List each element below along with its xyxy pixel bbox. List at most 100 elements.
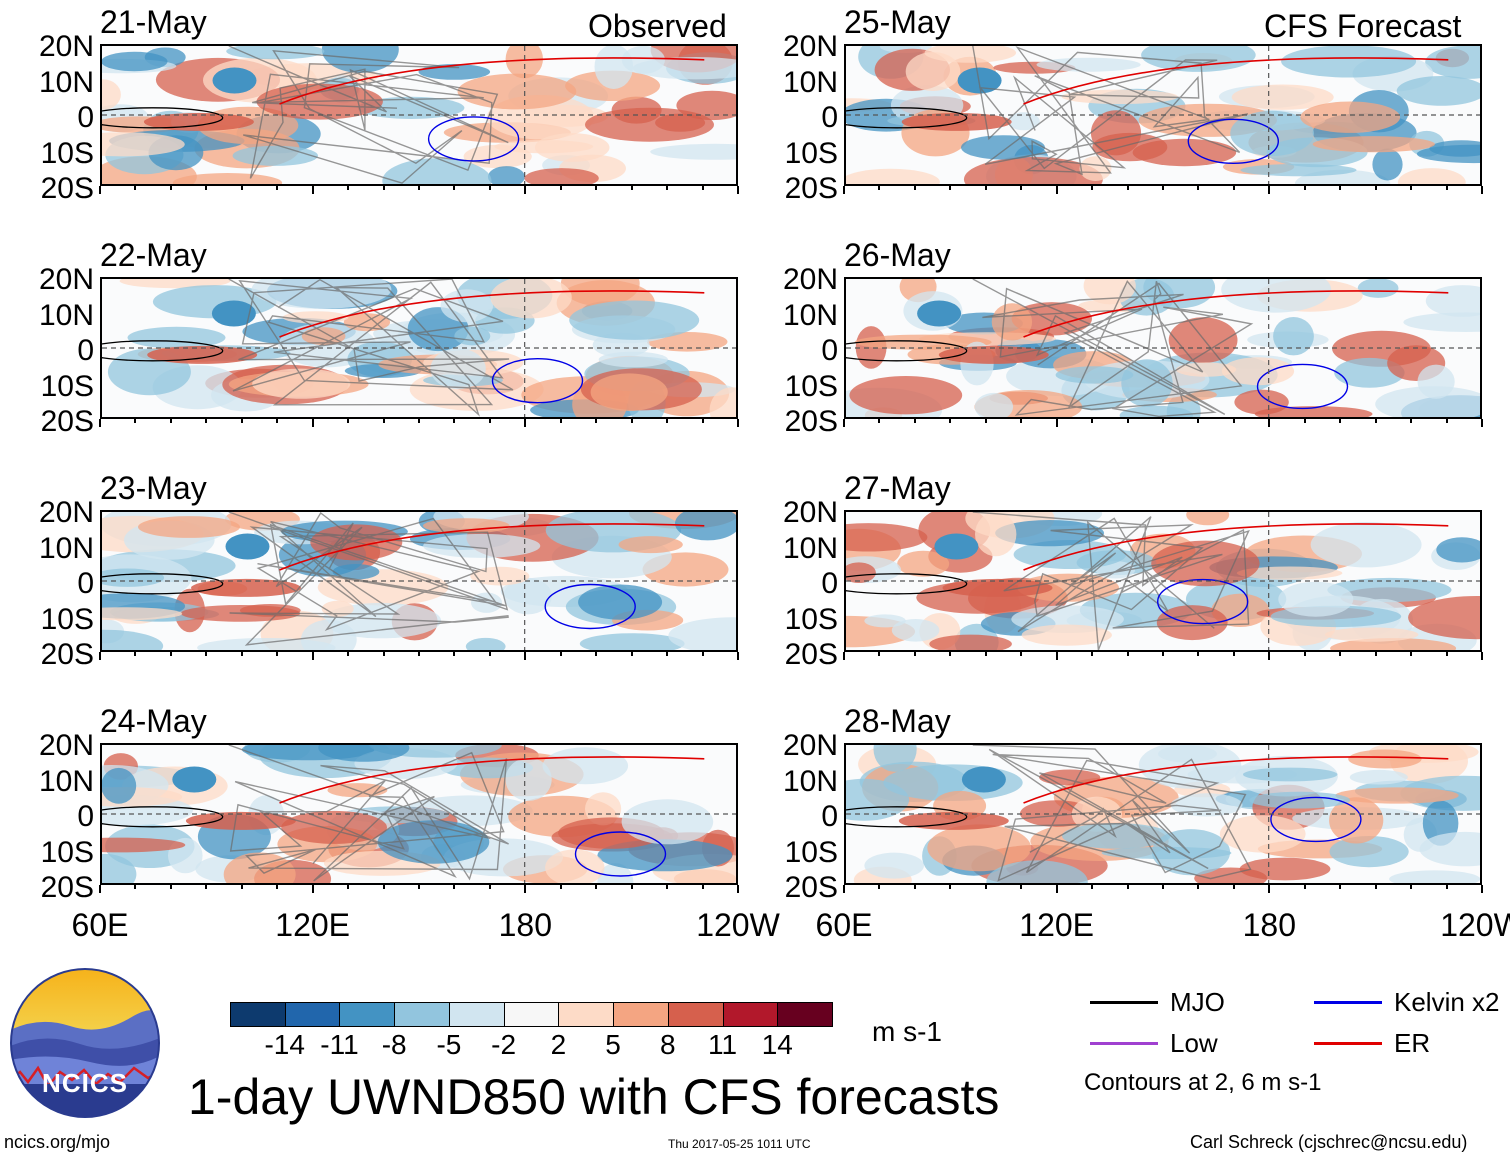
lon-tick-label: 60E: [71, 907, 129, 943]
lat-tick-label: 10S: [40, 136, 94, 170]
lon-tick-label: 120E: [1019, 907, 1095, 943]
lon-tick-mark: [1339, 652, 1342, 656]
colorbar-cell: [284, 1002, 341, 1027]
lon-tick-mark: [205, 186, 208, 190]
footer-author: Carl Schreck (cjschrec@ncsu.edu): [1190, 1132, 1468, 1152]
legend-swatch: [1314, 1042, 1382, 1045]
lon-tick-mark: [878, 885, 881, 889]
colorbar-tick-label: -5: [436, 1029, 462, 1060]
lon-tick-mark: [1374, 885, 1377, 889]
lat-tick-label: 20S: [40, 172, 94, 205]
legend-swatch: [1090, 1001, 1158, 1004]
coastline: [228, 745, 509, 882]
lat-tick-label: 20S: [784, 172, 838, 205]
anomaly-shading: [102, 132, 185, 157]
lon-tick-mark: [1374, 419, 1377, 423]
lat-tick-label: 20N: [38, 30, 94, 63]
lon-tick-mark: [169, 186, 172, 190]
anomaly-shading: [465, 637, 506, 650]
lat-tick-label: 20N: [782, 496, 838, 529]
lon-tick-mark: [630, 885, 633, 889]
colorbar-units: m s-1: [872, 1016, 942, 1047]
mjo-contour: [846, 806, 968, 828]
positive-anomaly-core: [938, 345, 1049, 364]
er-contour: [279, 523, 705, 571]
lat-tick-label: 0: [821, 567, 838, 600]
kelvin-contour: [544, 583, 636, 630]
colorbar-cell: [722, 1002, 779, 1027]
lon-tick-mark: [1020, 186, 1023, 190]
panel-date-21-may: 21-May: [100, 4, 207, 40]
lon-tick-mark: [1091, 186, 1094, 190]
lon-tick-mark: [524, 652, 527, 660]
lon-tick-mark: [1091, 885, 1094, 889]
lon-tick-mark: [488, 885, 491, 889]
lon-tick-mark: [276, 885, 279, 889]
lon-tick-mark: [1055, 652, 1058, 660]
anomaly-shading: [1170, 793, 1243, 817]
lon-tick-mark: [666, 186, 669, 190]
lon-tick-mark: [913, 186, 916, 190]
lon-tick-mark: [169, 652, 172, 656]
lat-tick-label: 20N: [38, 496, 94, 529]
lat-tick-label: 10N: [38, 298, 94, 332]
lon-tick-mark: [559, 652, 562, 656]
anomaly-shading: [585, 107, 714, 142]
lon-tick-mark: [1126, 419, 1129, 423]
anomaly-shading: [1243, 767, 1338, 782]
anomaly-shading: [668, 617, 736, 650]
colorbar-tick-label: 8: [660, 1029, 676, 1060]
lon-tick-mark: [630, 652, 633, 656]
anomaly-shading: [864, 852, 924, 879]
colorbar-tick-label: 11: [707, 1029, 738, 1060]
positive-anomaly-core: [185, 811, 296, 830]
map-panel-plot: [102, 745, 736, 883]
lat-tick-label: 10S: [784, 369, 838, 403]
lon-tick-mark: [205, 885, 208, 889]
anomaly-shading: [545, 849, 605, 883]
lon-tick-mark: [276, 186, 279, 190]
footer-site[interactable]: ncics.org/mjo: [4, 1132, 111, 1152]
lat-tick-label: 10N: [782, 65, 838, 99]
anomaly-shading: [924, 46, 1017, 63]
anomaly-shading: [197, 638, 336, 650]
anomaly-shading: [1273, 317, 1314, 356]
lat-tick-label: 0: [77, 334, 94, 367]
lat-tick-label: 10S: [784, 136, 838, 170]
mjo-contour: [102, 107, 224, 129]
lon-tick-mark: [1410, 652, 1413, 656]
legend-label: ER: [1394, 1028, 1431, 1058]
anomaly-shading: [1036, 57, 1141, 72]
anomaly-shading: [986, 860, 1088, 883]
lat-tick-label: 0: [77, 101, 94, 134]
lon-tick-mark: [1268, 419, 1271, 427]
negative-anomaly-core: [172, 766, 217, 793]
anomaly-shading: [1416, 144, 1480, 164]
kelvin-contour: [1270, 796, 1362, 843]
lon-tick-mark: [347, 885, 350, 889]
lon-tick-mark: [559, 885, 562, 889]
lon-tick-mark: [99, 885, 101, 893]
lon-tick-mark: [913, 419, 916, 423]
map-panel-26-may: [844, 277, 1482, 419]
colorbar-cell: [394, 1002, 450, 1027]
legend-label: Low: [1170, 1028, 1218, 1058]
anomaly-shading: [1389, 870, 1480, 883]
forecast-label: CFS Forecast: [1264, 8, 1462, 44]
anomaly-shading: [505, 46, 543, 79]
lon-tick-mark: [453, 186, 456, 190]
colorbar-tick-label: 14: [761, 1029, 793, 1060]
anomaly-shading: [1349, 769, 1408, 785]
lon-tick-mark: [1232, 186, 1235, 190]
lon-tick-mark: [1232, 885, 1235, 889]
lon-tick-mark: [488, 652, 491, 656]
anomaly-shading: [1403, 312, 1480, 332]
lat-tick-label: 0: [821, 800, 838, 833]
lon-tick-mark: [134, 186, 137, 190]
colorbar-cell: [613, 1002, 669, 1027]
anomaly-shading: [1230, 110, 1314, 156]
lon-tick-mark: [311, 652, 314, 660]
anomaly-shading: [675, 512, 736, 541]
anomaly-shading: [974, 392, 1014, 417]
anomaly-shading: [102, 853, 137, 883]
